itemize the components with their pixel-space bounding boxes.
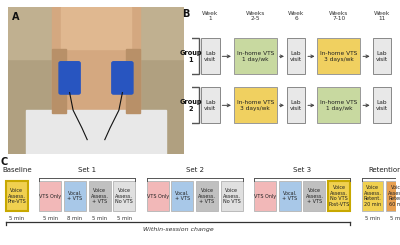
FancyBboxPatch shape xyxy=(279,181,301,211)
Text: Weeks
7-10: Weeks 7-10 xyxy=(329,11,348,21)
FancyBboxPatch shape xyxy=(328,181,350,211)
FancyBboxPatch shape xyxy=(182,38,199,74)
FancyBboxPatch shape xyxy=(234,38,277,74)
FancyBboxPatch shape xyxy=(318,87,360,123)
Text: Week
6: Week 6 xyxy=(288,11,304,21)
Text: Set 1: Set 1 xyxy=(78,167,96,173)
FancyBboxPatch shape xyxy=(304,181,326,211)
Text: 5 min: 5 min xyxy=(92,216,107,220)
Bar xyxy=(52,49,66,113)
Text: Lab
visit: Lab visit xyxy=(376,100,388,111)
Text: Set 3: Set 3 xyxy=(293,167,311,173)
Text: VTS Only: VTS Only xyxy=(254,194,276,198)
FancyBboxPatch shape xyxy=(201,87,220,123)
Text: In-home VTS
3 days/wk: In-home VTS 3 days/wk xyxy=(236,100,274,111)
FancyBboxPatch shape xyxy=(171,181,193,211)
FancyBboxPatch shape xyxy=(372,38,391,74)
FancyBboxPatch shape xyxy=(113,181,135,211)
Text: Voice
Assess.
No VTS: Voice Assess. No VTS xyxy=(116,188,133,204)
Text: Vocal.
+ VTS: Vocal. + VTS xyxy=(175,191,190,201)
FancyBboxPatch shape xyxy=(6,181,28,211)
FancyBboxPatch shape xyxy=(147,181,169,211)
Text: Group
1: Group 1 xyxy=(179,50,202,63)
Text: Lab
visit: Lab visit xyxy=(376,51,388,62)
FancyBboxPatch shape xyxy=(196,181,218,211)
Text: Voice
Assess.
+ VTS: Voice Assess. + VTS xyxy=(198,188,216,204)
FancyBboxPatch shape xyxy=(372,87,391,123)
Text: In-home VTS
1 day/wk: In-home VTS 1 day/wk xyxy=(320,100,358,111)
FancyBboxPatch shape xyxy=(64,181,86,211)
Text: Set 2: Set 2 xyxy=(186,167,204,173)
FancyBboxPatch shape xyxy=(234,87,277,123)
Text: Voice
Assess.
+ VTS: Voice Assess. + VTS xyxy=(306,188,324,204)
FancyBboxPatch shape xyxy=(182,87,199,123)
FancyBboxPatch shape xyxy=(386,181,400,211)
FancyBboxPatch shape xyxy=(287,38,305,74)
Text: 5 min: 5 min xyxy=(365,216,380,220)
Text: Lab
visit: Lab visit xyxy=(290,51,302,62)
Text: Voice
Assess.
Retent.
60 min: Voice Assess. Retent. 60 min xyxy=(388,185,400,207)
Bar xyxy=(52,7,140,154)
FancyBboxPatch shape xyxy=(59,62,80,94)
Text: Voice
Assess.
Retent.
20 min: Voice Assess. Retent. 20 min xyxy=(364,185,382,207)
FancyBboxPatch shape xyxy=(318,38,360,74)
Bar xyxy=(26,110,166,154)
Text: 5 min: 5 min xyxy=(43,216,58,220)
FancyBboxPatch shape xyxy=(221,181,243,211)
FancyBboxPatch shape xyxy=(112,62,133,94)
FancyBboxPatch shape xyxy=(362,181,384,211)
Text: VTS Only: VTS Only xyxy=(147,194,169,198)
Text: Vocal.
+ VTS: Vocal. + VTS xyxy=(282,191,297,201)
Text: Voice
Assess.
No VTS: Voice Assess. No VTS xyxy=(223,188,241,204)
FancyBboxPatch shape xyxy=(89,181,111,211)
Text: Voice
Assess.
No VTS
Post-VTS: Voice Assess. No VTS Post-VTS xyxy=(328,185,350,207)
Text: 5 min: 5 min xyxy=(9,216,24,220)
Text: Within-session change: Within-session change xyxy=(143,227,214,232)
FancyBboxPatch shape xyxy=(287,87,305,123)
Text: Lab
visit: Lab visit xyxy=(290,100,302,111)
Text: 5 min: 5 min xyxy=(390,216,400,220)
FancyBboxPatch shape xyxy=(201,38,220,74)
Text: In-home VTS
1 day/wk: In-home VTS 1 day/wk xyxy=(236,51,274,62)
Text: Retention: Retention xyxy=(368,167,400,173)
Text: Voice
Assess.
+ VTS: Voice Assess. + VTS xyxy=(91,188,108,204)
Text: A: A xyxy=(12,12,19,22)
Text: C: C xyxy=(1,157,8,167)
Text: Lab
visit: Lab visit xyxy=(204,51,216,62)
Bar xyxy=(61,7,131,49)
Text: Week
11: Week 11 xyxy=(374,11,390,21)
Text: Baseline: Baseline xyxy=(2,167,32,173)
Text: Lab
visit: Lab visit xyxy=(204,100,216,111)
Text: Week
1: Week 1 xyxy=(202,11,218,21)
Text: In-home VTS
3 days/wk: In-home VTS 3 days/wk xyxy=(320,51,358,62)
Text: 8 min: 8 min xyxy=(67,216,82,220)
FancyBboxPatch shape xyxy=(254,181,276,211)
FancyBboxPatch shape xyxy=(39,181,61,211)
Bar xyxy=(8,7,184,59)
Text: Weeks
2-5: Weeks 2-5 xyxy=(246,11,265,21)
Text: 5 min: 5 min xyxy=(117,216,132,220)
Text: B: B xyxy=(182,9,189,19)
Text: Voice
Assess.
Pre-VTS: Voice Assess. Pre-VTS xyxy=(8,188,26,204)
Bar xyxy=(126,49,140,113)
Text: VTS Only: VTS Only xyxy=(39,194,61,198)
Text: Group
2: Group 2 xyxy=(179,99,202,112)
Text: Vocal.
+ VTS: Vocal. + VTS xyxy=(67,191,82,201)
